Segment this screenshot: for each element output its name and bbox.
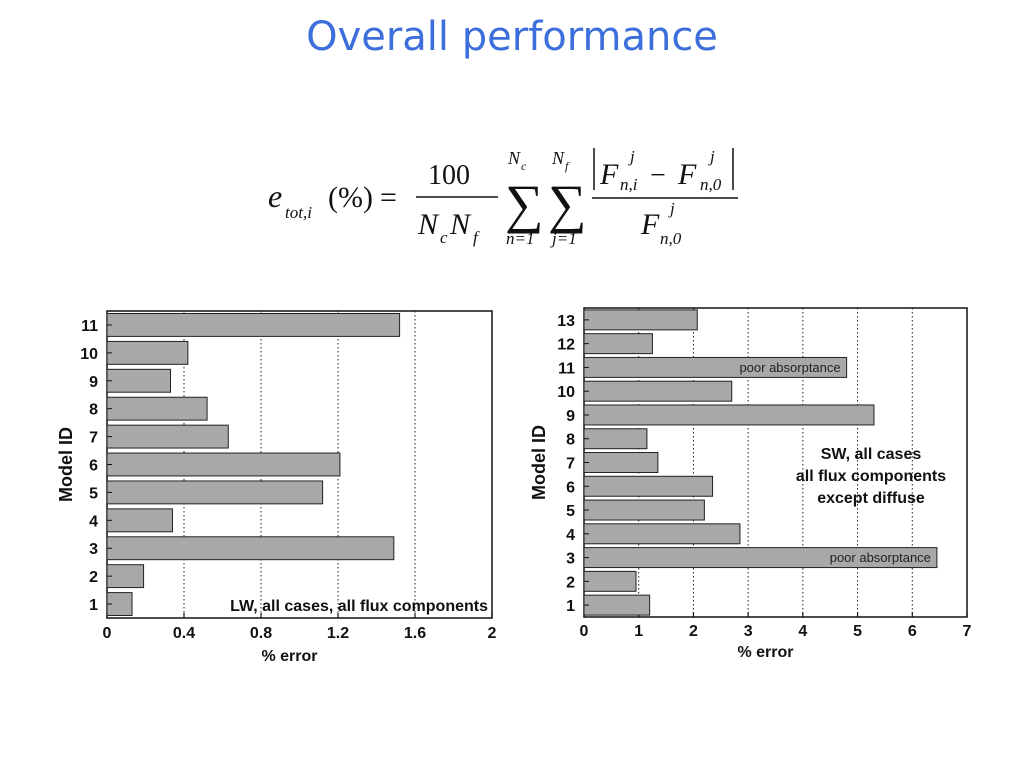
x-tick-label: 2	[488, 625, 497, 642]
y-tick-label: 3	[89, 541, 98, 558]
formula-sum1-upper: N	[507, 148, 521, 168]
bar-model-8	[583, 428, 648, 450]
formula-sum1-lower: n=1	[506, 229, 534, 248]
y-tick-label: 12	[557, 337, 575, 354]
x-tick-label: 7	[963, 623, 972, 640]
formula-sum2-lower: j=1	[550, 229, 577, 248]
y-tick-label: 4	[566, 527, 575, 544]
y-tick-label: 9	[566, 408, 575, 425]
chart-annotation: LW, all cases, all flux components	[230, 598, 488, 615]
bar-model-1	[583, 594, 651, 616]
formula-num-sup1: j	[628, 147, 635, 166]
bar-model-6	[583, 475, 714, 497]
bar-label: poor absorptance	[739, 360, 840, 375]
bar-model-9	[583, 404, 875, 426]
y-tick-label: 11	[81, 318, 98, 335]
x-tick-label: 1.6	[404, 625, 426, 642]
formula-sum2-upper: N	[551, 148, 565, 168]
formula-den-n1: N	[417, 208, 440, 241]
y-tick-label: 1	[566, 598, 575, 615]
formula-minus: −	[650, 160, 666, 191]
formula-equals: =	[380, 181, 397, 214]
y-tick-label: 5	[89, 485, 98, 502]
formula-den-f: F	[640, 208, 660, 241]
slide-title: Overall performance	[306, 14, 718, 60]
y-tick-label: 11	[558, 360, 575, 377]
formula-sum1-upper-sub: c	[521, 159, 527, 173]
formula-lhs-unit: (%)	[328, 181, 373, 214]
bar-model-10	[583, 380, 733, 402]
y-tick-label: 7	[566, 456, 575, 473]
x-axis-label: % error	[261, 648, 317, 665]
bar-model-5	[583, 499, 705, 521]
bar-model-4	[583, 523, 741, 545]
x-tick-label: 6	[908, 623, 917, 640]
y-tick-label: 6	[89, 458, 98, 475]
y-tick-label: 10	[557, 384, 575, 401]
y-tick-label: 8	[89, 402, 98, 419]
y-tick-label: 7	[89, 430, 98, 447]
x-tick-label: 1.2	[327, 625, 349, 642]
x-tick-label: 5	[853, 623, 862, 640]
chart-annotation-line: all flux components	[796, 468, 946, 485]
chart-annotation-line: except diffuse	[817, 490, 925, 507]
y-tick-label: 2	[89, 569, 98, 586]
error-formula: e tot,i (%) = 100 N c N f N c ∑ n=1 N f …	[268, 147, 738, 248]
y-axis-label: Model ID	[56, 427, 76, 502]
y-tick-label: 10	[80, 346, 98, 363]
formula-sum1-symbol: ∑	[505, 174, 544, 234]
y-tick-label: 9	[89, 374, 98, 391]
bar-model-13	[583, 309, 698, 331]
formula-den-sub-c: c	[440, 228, 448, 247]
formula-sum2-upper-sub: f	[565, 159, 570, 173]
y-tick-label: 2	[566, 574, 575, 591]
x-axis-label: % error	[737, 644, 793, 661]
formula-den-n2: N	[449, 208, 472, 241]
x-tick-label: 0	[580, 623, 589, 640]
y-tick-label: 3	[566, 551, 575, 568]
y-tick-label: 4	[89, 513, 98, 530]
x-tick-label: 0.8	[250, 625, 272, 642]
x-tick-label: 2	[689, 623, 698, 640]
bar-model-7	[583, 452, 659, 473]
formula-sum2-symbol: ∑	[548, 174, 587, 234]
bar-model-2	[583, 570, 637, 592]
formula-num-f2: F	[677, 158, 697, 191]
y-tick-label: 1	[89, 597, 98, 614]
formula-num-sub2: n,0	[700, 175, 722, 194]
chart-annotation-line: SW, all cases	[821, 446, 922, 463]
formula-num-sub1: n,i	[620, 175, 638, 194]
x-tick-label: 0	[103, 625, 112, 642]
formula-num-sup2: j	[708, 147, 715, 166]
x-tick-label: 0.4	[173, 625, 195, 642]
formula-lhs-subscript: tot,i	[285, 203, 312, 222]
y-tick-label: 5	[566, 503, 575, 520]
y-tick-label: 8	[566, 432, 575, 449]
formula-num-f1: F	[599, 158, 619, 191]
x-tick-label: 4	[798, 623, 807, 640]
y-tick-label: 13	[557, 313, 575, 330]
y-tick-label: 6	[566, 479, 575, 496]
formula-numerator: 100	[428, 160, 470, 191]
y-axis-label: Model ID	[529, 425, 549, 500]
formula-den-sub-f: f	[473, 228, 480, 247]
x-tick-label: 1	[634, 623, 643, 640]
formula-den-sub: n,0	[660, 229, 682, 248]
x-tick-label: 3	[744, 623, 753, 640]
formula-den-sup: j	[668, 199, 675, 218]
formula-lhs-symbol: e	[268, 178, 282, 214]
bar-label: poor absorptance	[830, 550, 931, 565]
bar-model-12	[583, 333, 653, 355]
